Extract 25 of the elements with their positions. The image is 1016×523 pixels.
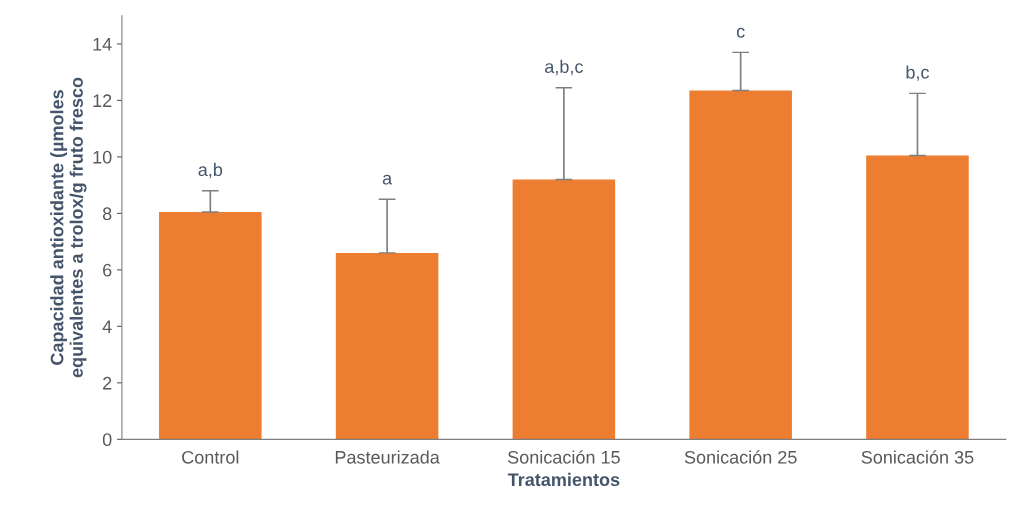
x-tick-label: Pasteurizada <box>335 450 440 464</box>
bar <box>159 211 262 440</box>
bar <box>335 252 439 440</box>
annotation: b,c <box>906 65 930 81</box>
y-tick-label: 8 <box>102 207 112 221</box>
bar <box>512 179 616 440</box>
y-tick-label: 10 <box>93 150 112 164</box>
y-tick-label: 12 <box>93 94 112 107</box>
y-axis-title: Capacidad antioxidante (µmoles equivalentes a trolox/g fruto fresco <box>50 77 87 378</box>
x-axis-title: Tratamientos <box>507 472 620 487</box>
y-tick-label: 6 <box>103 263 112 277</box>
annotation: c <box>736 27 745 38</box>
bar <box>689 90 792 440</box>
x-tick-label: Sonicación 15 <box>507 450 620 464</box>
y-tick-label: 14 <box>93 38 112 51</box>
x-tick-label: Sonicación 35 <box>861 450 974 464</box>
y-tick-label: 2 <box>103 376 112 390</box>
bar <box>866 155 969 440</box>
x-tick-label: Sonicación 25 <box>684 450 797 464</box>
annotation: a <box>382 174 393 185</box>
y-tick-label: 0 <box>102 433 112 447</box>
x-tick-label: Control <box>182 450 239 464</box>
y-tick-label: 4 <box>102 320 112 333</box>
annotation: a,b,c <box>545 59 583 76</box>
annotation: a,b <box>198 162 223 179</box>
